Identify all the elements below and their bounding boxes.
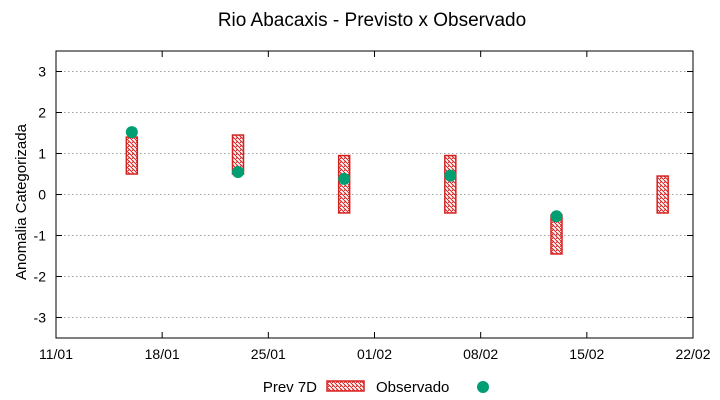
y-axis-label: Anomalia Categorizada <box>13 123 30 280</box>
legend-label-prev-7d: Prev 7D <box>263 379 317 396</box>
observado-point <box>125 126 138 139</box>
grid-lines <box>56 71 693 318</box>
y-tick-label: 2 <box>38 105 46 121</box>
x-tick-label: 22/02 <box>675 346 710 362</box>
chart-title: Rio Abacaxis - Previsto x Observado <box>218 10 526 31</box>
y-tick-label: 3 <box>38 64 46 80</box>
y-tick-label: 1 <box>38 146 46 162</box>
legend-swatch-prev-7d <box>326 380 365 392</box>
legend-marker-observado <box>477 381 489 393</box>
x-axis: 11/01 18/01 25/01 01/02 08/02 15/02 22/02 <box>39 51 711 362</box>
observado-point <box>338 172 351 185</box>
x-tick-label: 11/01 <box>39 346 73 362</box>
observado-point <box>232 165 244 178</box>
prev-7d-bar <box>444 154 457 214</box>
x-tick-label: 15/02 <box>569 346 604 362</box>
x-tick-label: 08/02 <box>463 346 498 362</box>
y-tick-label: -1 <box>34 228 47 244</box>
observado-series <box>125 126 563 223</box>
x-tick-label: 18/01 <box>145 346 180 362</box>
prev-7d-bar <box>125 136 139 175</box>
observado-point <box>550 210 563 223</box>
y-tick-label: -2 <box>34 269 47 285</box>
x-tick-label: 25/01 <box>251 346 286 362</box>
legend-label-observado: Observado <box>376 379 449 396</box>
x-tick-label: 01/02 <box>357 346 392 362</box>
y-tick-label: -3 <box>34 310 47 326</box>
prev-7d-bar <box>656 175 669 214</box>
legend: Prev 7D Observado <box>263 379 489 396</box>
y-tick-label: 0 <box>38 187 46 203</box>
observado-point <box>444 169 457 182</box>
y-axis: 3 2 1 0 -1 -2 -3 <box>34 64 693 326</box>
